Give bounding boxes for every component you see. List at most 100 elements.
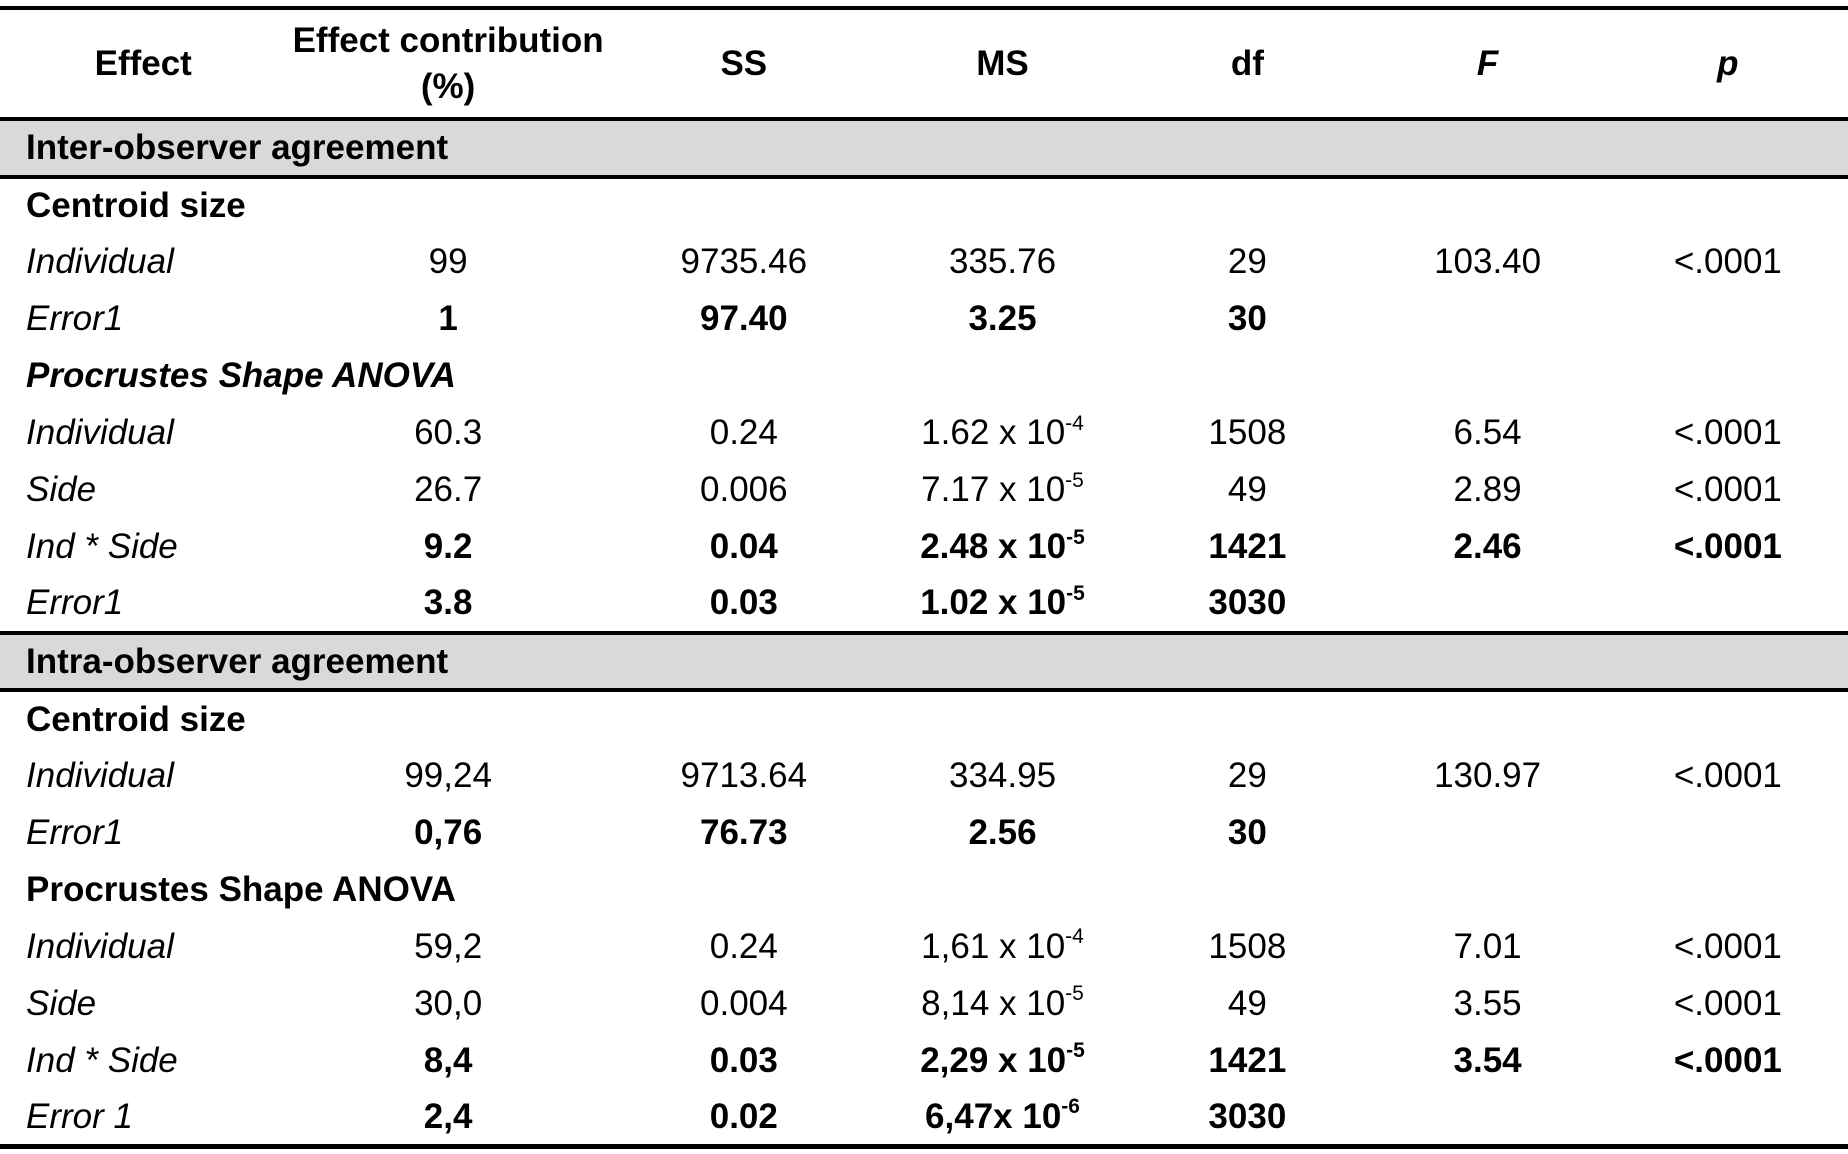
cell-df: 30 [1227, 299, 1267, 339]
table-row: Individual 99 9735.46 335.76 29 103.40 <… [0, 234, 1848, 291]
cell-contribution: 60.3 [414, 413, 483, 453]
section-band-inter-observer: Inter-observer agreement [0, 117, 1848, 179]
table-row: Side 26.7 0.006 7.17 x 10-5 49 2.89 <.00… [0, 462, 1848, 519]
cell-ss: 0.004 [700, 983, 788, 1023]
cell-contribution: 9.2 [423, 527, 473, 567]
row-label: Error1 [26, 299, 124, 339]
cell-df: 49 [1227, 983, 1267, 1023]
ms-value: 335.76 [948, 242, 1057, 282]
ms-value: 1.62 x 10 [921, 413, 1066, 453]
cell-ms: 1.02 x 10-5 [878, 576, 1127, 633]
header-effect: Effect [0, 8, 287, 121]
row-label: Individual [26, 926, 174, 966]
cell-ss: 0.24 [709, 926, 778, 966]
cell-f: 130.97 [1434, 755, 1542, 795]
header-ss: SS [609, 8, 878, 121]
cell-p: <.0001 [1673, 1040, 1782, 1080]
cell-df: 1508 [1208, 413, 1287, 453]
subsection-centroid-size: Centroid size [0, 690, 1848, 747]
row-label: Error1 [26, 812, 124, 852]
table-row: Individual 59,2 0.24 1,61 x 10-4 1508 7.… [0, 918, 1848, 975]
subsection-label: Centroid size [26, 699, 246, 739]
row-label: Error 1 [26, 1096, 133, 1136]
cell-ms: 1,61 x 10-4 [878, 918, 1127, 975]
ms-value: 2,29 x 10 [920, 1040, 1067, 1080]
cell-ss: 0.006 [700, 470, 788, 510]
cell-p [1608, 291, 1848, 348]
ms-value: 7.17 x 10 [921, 470, 1066, 510]
cell-ss: 0.24 [709, 413, 778, 453]
cell-p: <.0001 [1673, 470, 1782, 510]
table-row: Individual 60.3 0.24 1.62 x 10-4 1508 6.… [0, 405, 1848, 462]
cell-ss: 0.02 [709, 1096, 778, 1136]
cell-p [1608, 1089, 1848, 1146]
ms-value: 2.48 x 10 [920, 527, 1067, 567]
cell-ms: 335.76 [878, 234, 1127, 291]
section-band-intra-observer: Intra-observer agreement [0, 630, 1848, 692]
cell-f [1367, 576, 1607, 633]
row-label: Individual [26, 242, 174, 282]
ms-exponent: -5 [1066, 525, 1085, 549]
cell-contribution: 26.7 [414, 470, 483, 510]
cell-ss: 97.40 [700, 299, 788, 339]
header-ms: MS [877, 8, 1128, 121]
cell-contribution: 59,2 [414, 926, 483, 966]
cell-df: 29 [1227, 242, 1267, 282]
row-label: Side [26, 983, 97, 1023]
cell-df: 3030 [1208, 583, 1287, 623]
cell-ms: 6,47x 10-6 [878, 1089, 1127, 1146]
table-row: Ind * Side 8,4 0.03 2,29 x 10-5 1421 3.5… [0, 1032, 1848, 1089]
cell-ss: 76.73 [700, 812, 788, 852]
table-row: Error1 0,76 76.73 2.56 30 [0, 804, 1848, 861]
ms-exponent: -5 [1065, 982, 1084, 1005]
section-band-label: Intra-observer agreement [0, 630, 1848, 692]
cell-ms: 7.17 x 10-5 [878, 462, 1127, 519]
table-row: Ind * Side 9.2 0.04 2.48 x 10-5 1421 2.4… [0, 519, 1848, 576]
cell-f: 103.40 [1434, 242, 1542, 282]
cell-ss: 0.03 [709, 583, 778, 623]
cell-contribution: 99 [428, 242, 468, 282]
cell-ms: 8,14 x 10-5 [878, 975, 1127, 1032]
cell-f: 3.54 [1453, 1040, 1522, 1080]
table-row: Error1 3.8 0.03 1.02 x 10-5 3030 [0, 576, 1848, 633]
cell-df: 30 [1227, 812, 1267, 852]
subsection-label: Centroid size [26, 186, 246, 226]
table-row: Error1 1 97.40 3.25 30 [0, 291, 1848, 348]
ms-value: 8,14 x 10 [921, 983, 1066, 1023]
cell-p [1608, 576, 1848, 633]
cell-p: <.0001 [1673, 926, 1782, 966]
cell-df: 1421 [1208, 527, 1287, 567]
header-effect-contribution: Effect contribution (%) [286, 8, 610, 121]
cell-ms: 2.56 [878, 804, 1127, 861]
cell-f: 7.01 [1453, 926, 1522, 966]
cell-df: 29 [1227, 755, 1267, 795]
cell-f [1367, 804, 1607, 861]
header-f: F [1367, 8, 1608, 121]
cell-contribution: 99,24 [404, 755, 492, 795]
cell-ms: 2,29 x 10-5 [878, 1032, 1127, 1089]
cell-contribution: 0,76 [414, 812, 483, 852]
subsection-procrustes-shape-anova: Procrustes Shape ANOVA [0, 861, 1848, 918]
ms-value: 2.56 [968, 812, 1037, 852]
cell-contribution: 8,4 [423, 1040, 473, 1080]
cell-df: 3030 [1208, 1096, 1287, 1136]
subsection-label: Procrustes Shape ANOVA [26, 356, 456, 396]
ms-exponent: -5 [1065, 468, 1084, 492]
row-label: Error1 [26, 583, 124, 623]
cell-ss: 9713.64 [680, 755, 808, 795]
table-row: Side 30,0 0.004 8,14 x 10-5 49 3.55 <.00… [0, 975, 1848, 1032]
cell-p [1608, 804, 1848, 861]
row-label: Ind * Side [26, 527, 178, 567]
cell-f: 2.89 [1453, 470, 1522, 510]
row-label: Individual [26, 755, 174, 795]
cell-ss: 0.03 [709, 1040, 778, 1080]
cell-f [1367, 291, 1607, 348]
header-df: df [1127, 8, 1368, 121]
ms-exponent: -4 [1065, 925, 1084, 948]
ms-value: 334.95 [948, 755, 1057, 795]
cell-f: 3.55 [1453, 983, 1522, 1023]
cell-p: <.0001 [1673, 527, 1782, 567]
cell-ss: 9735.46 [680, 242, 808, 282]
header-p: p [1607, 8, 1848, 121]
